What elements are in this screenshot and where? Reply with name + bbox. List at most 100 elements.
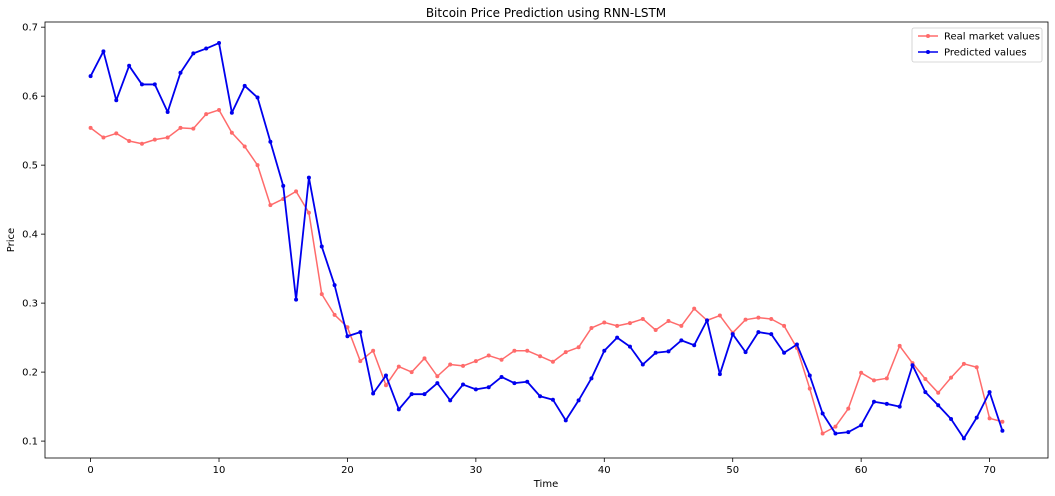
data-point-predicted-values (717, 372, 722, 377)
data-point-predicted-values (563, 418, 568, 423)
legend-marker-real-market-values (926, 34, 930, 38)
data-point-predicted-values (949, 417, 954, 422)
series-layer (88, 41, 1005, 441)
plot-area-frame (44, 21, 1049, 459)
data-point-predicted-values (974, 415, 979, 420)
data-point-real-market-values (717, 313, 722, 318)
series-real-market-values (88, 107, 1005, 436)
data-point-real-market-values (576, 345, 581, 350)
data-point-real-market-values (846, 406, 851, 411)
data-point-predicted-values (204, 46, 209, 51)
data-point-predicted-values (666, 349, 671, 354)
data-point-predicted-values (191, 51, 196, 56)
data-point-real-market-values (165, 135, 170, 140)
data-point-real-market-values (242, 144, 247, 149)
data-point-predicted-values (165, 110, 170, 115)
data-point-predicted-values (679, 338, 684, 343)
y-tick-label: 0.7 (22, 23, 38, 34)
data-point-predicted-values (782, 350, 787, 355)
data-point-predicted-values (461, 382, 466, 387)
data-point-real-market-values (807, 386, 812, 391)
data-point-predicted-values (756, 330, 761, 335)
data-point-real-market-values (101, 135, 106, 140)
x-tick-label: 30 (469, 465, 482, 476)
data-point-real-market-values (422, 356, 427, 361)
data-point-predicted-values (101, 49, 106, 54)
data-point-real-market-values (974, 365, 979, 370)
data-point-predicted-values (114, 98, 119, 103)
data-point-predicted-values (152, 82, 157, 87)
data-point-real-market-values (332, 312, 337, 317)
data-point-real-market-values (871, 378, 876, 383)
data-point-real-market-values (461, 363, 466, 368)
data-point-real-market-values (884, 376, 889, 381)
data-point-predicted-values (127, 63, 132, 68)
y-tick-label: 0.6 (22, 92, 38, 103)
data-point-real-market-values (859, 370, 864, 375)
y-axis-title: Price (6, 228, 17, 252)
data-point-real-market-values (499, 357, 504, 362)
data-point-real-market-values (139, 141, 144, 146)
data-point-predicted-values (525, 379, 530, 384)
y-tick-label: 0.5 (22, 161, 38, 172)
data-point-predicted-values (871, 399, 876, 404)
y-tick-label: 0.3 (22, 299, 38, 310)
data-point-real-market-values (627, 321, 632, 326)
data-point-real-market-values (345, 325, 350, 330)
data-point-real-market-values (820, 431, 825, 436)
data-point-predicted-values (486, 385, 491, 390)
data-point-predicted-values (794, 342, 799, 347)
data-point-real-market-values (473, 359, 478, 364)
legend-label-predicted-values: Predicted values (944, 48, 1027, 59)
data-point-predicted-values (705, 318, 710, 323)
data-point-real-market-values (833, 424, 838, 429)
data-point-real-market-values (358, 359, 363, 364)
data-point-predicted-values (512, 381, 517, 386)
data-point-predicted-values (306, 175, 311, 180)
data-point-predicted-values (396, 407, 401, 412)
data-point-real-market-values (152, 137, 157, 142)
data-point-real-market-values (229, 130, 234, 135)
data-point-real-market-values (589, 325, 594, 330)
data-point-predicted-values (769, 332, 774, 337)
data-point-predicted-values (88, 74, 93, 79)
data-point-predicted-values (217, 41, 222, 46)
data-point-predicted-values (897, 404, 902, 409)
data-point-real-market-values (692, 306, 697, 311)
data-point-real-market-values (88, 125, 93, 130)
data-point-predicted-values (538, 394, 543, 399)
data-point-predicted-values (807, 373, 812, 378)
data-point-real-market-values (769, 316, 774, 321)
data-point-real-market-values (268, 203, 273, 208)
x-axis-title: Time (533, 479, 558, 490)
data-point-predicted-values (936, 403, 941, 408)
legend-box (911, 27, 1043, 63)
data-point-predicted-values (255, 95, 260, 100)
data-point-predicted-values (383, 373, 388, 378)
data-point-real-market-values (756, 315, 761, 320)
data-point-predicted-values (730, 332, 735, 337)
data-point-real-market-values (936, 390, 941, 395)
data-point-predicted-values (640, 362, 645, 367)
y-axis: 0.1 0.2 0.3 0.4 0.5 0.6 0.7 (22, 23, 45, 448)
chart-title: Bitcoin Price Prediction using RNN-LSTM (426, 6, 666, 20)
data-point-predicted-values (627, 344, 632, 349)
data-point-real-market-values (782, 323, 787, 328)
data-point-real-market-values (743, 317, 748, 322)
data-point-real-market-values (666, 319, 671, 324)
y-tick-label: 0.1 (22, 437, 38, 448)
data-point-real-market-values (653, 328, 658, 333)
data-point-predicted-values (229, 110, 234, 115)
data-point-predicted-values (923, 390, 928, 395)
data-point-predicted-values (602, 348, 607, 353)
data-point-predicted-values (653, 350, 658, 355)
data-point-predicted-values (576, 398, 581, 403)
data-point-predicted-values (550, 397, 555, 402)
x-tick-label: 40 (598, 465, 611, 476)
data-point-real-market-values (191, 126, 196, 131)
data-point-predicted-values (884, 401, 889, 406)
x-axis: 0 10 20 30 40 50 60 70 (87, 458, 996, 476)
data-point-predicted-values (242, 83, 247, 88)
